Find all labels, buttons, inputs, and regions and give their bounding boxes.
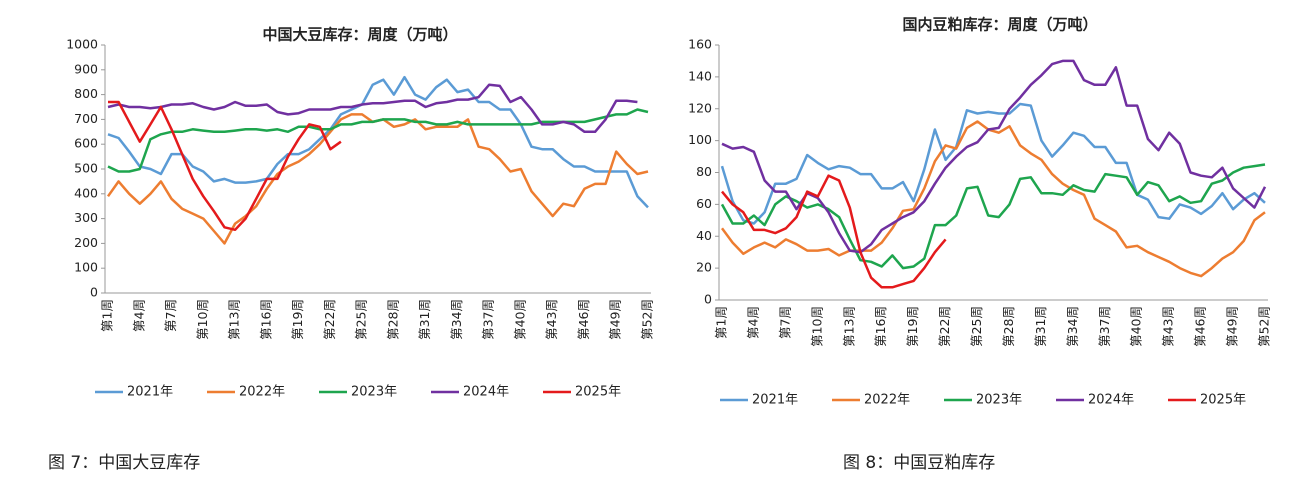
- y-tick-label: 0: [704, 292, 712, 307]
- x-tick-label: 第10周: [195, 299, 210, 340]
- x-tick-label: 第16周: [258, 299, 273, 340]
- x-tick-label: 第28周: [1001, 306, 1016, 347]
- x-tick-label: 第4周: [131, 299, 146, 332]
- x-tick-label: 第13周: [227, 299, 242, 340]
- legend-label: 2022年: [239, 385, 285, 400]
- x-tick-label: 第22周: [937, 306, 952, 347]
- x-tick-label: 第19周: [905, 306, 920, 347]
- legend-label: 2024年: [1088, 393, 1134, 408]
- legend-label: 2022年: [864, 393, 910, 408]
- caption: 图 8：中国豆粕库存: [843, 453, 995, 473]
- chart-title: 国内豆粕库存：周度（万吨）: [902, 16, 1097, 34]
- x-tick-label: 第43周: [544, 299, 559, 340]
- x-tick-label: 第46周: [576, 299, 591, 340]
- y-tick-label: 20: [696, 260, 712, 275]
- series-line: [107, 75, 649, 209]
- y-tick-label: 100: [74, 260, 98, 275]
- x-tick-label: 第22周: [322, 299, 337, 340]
- x-tick-label: 第19周: [290, 299, 305, 340]
- x-tick-label: 第52周: [1257, 306, 1272, 347]
- x-tick-label: 第31周: [417, 299, 432, 340]
- x-tick-label: 第13周: [841, 306, 856, 347]
- legend-label: 2024年: [463, 385, 509, 400]
- x-tick-label: 第34周: [449, 299, 464, 340]
- y-tick-label: 40: [696, 228, 712, 243]
- x-tick-label: 第25周: [354, 299, 369, 340]
- legend-label: 2021年: [752, 393, 798, 408]
- legend-label: 2025年: [575, 385, 621, 400]
- y-tick-label: 120: [688, 100, 712, 115]
- series-line: [721, 59, 1267, 254]
- x-tick-label: 第31周: [1033, 306, 1048, 347]
- x-tick-label: 第1周: [714, 306, 729, 339]
- x-tick-label: 第43周: [1161, 306, 1176, 347]
- x-tick-label: 第7周: [777, 306, 792, 339]
- x-tick-label: 第25周: [969, 306, 984, 347]
- x-tick-label: 第1周: [100, 299, 115, 332]
- y-tick-label: 400: [74, 185, 98, 200]
- x-tick-label: 第10周: [809, 306, 824, 347]
- x-tick-label: 第49周: [1225, 306, 1240, 347]
- y-tick-label: 900: [74, 61, 98, 76]
- series-line: [107, 83, 638, 134]
- y-tick-label: 0: [90, 285, 98, 300]
- y-tick-label: 60: [696, 196, 712, 211]
- series-line: [720, 102, 1266, 225]
- x-tick-label: 第46周: [1193, 306, 1208, 347]
- y-tick-label: 1000: [66, 37, 98, 52]
- x-tick-label: 第40周: [1129, 306, 1144, 347]
- x-tick-label: 第7周: [163, 299, 178, 332]
- x-tick-label: 第4周: [745, 306, 760, 339]
- x-tick-label: 第37周: [481, 299, 496, 340]
- legend-label: 2023年: [351, 385, 397, 400]
- x-tick-label: 第52周: [640, 299, 655, 340]
- legend-label: 2021年: [127, 385, 173, 400]
- series-line: [721, 174, 947, 289]
- series-line: [106, 113, 649, 245]
- x-tick-label: 第49周: [608, 299, 623, 340]
- series-line: [108, 100, 342, 232]
- y-tick-label: 140: [688, 68, 712, 83]
- x-tick-label: 第37周: [1097, 306, 1112, 347]
- series-line: [720, 120, 1266, 278]
- y-tick-label: 160: [688, 37, 712, 52]
- legend-label: 2025年: [1200, 393, 1246, 408]
- x-tick-label: 第16周: [873, 306, 888, 347]
- series-line: [720, 163, 1266, 270]
- x-tick-label: 第28周: [385, 299, 400, 340]
- y-tick-label: 300: [74, 210, 98, 225]
- x-tick-label: 第40周: [512, 299, 527, 340]
- y-tick-label: 100: [688, 132, 712, 147]
- y-tick-label: 500: [74, 161, 98, 176]
- y-tick-label: 200: [74, 235, 98, 250]
- caption: 图 7：中国大豆库存: [48, 453, 200, 473]
- y-tick-label: 700: [74, 111, 98, 126]
- x-tick-label: 第34周: [1065, 306, 1080, 347]
- y-tick-label: 800: [74, 86, 98, 101]
- legend-label: 2023年: [976, 393, 1022, 408]
- chart-title: 中国大豆库存：周度（万吨）: [262, 26, 457, 44]
- y-tick-label: 600: [74, 136, 98, 151]
- y-tick-label: 80: [696, 164, 712, 179]
